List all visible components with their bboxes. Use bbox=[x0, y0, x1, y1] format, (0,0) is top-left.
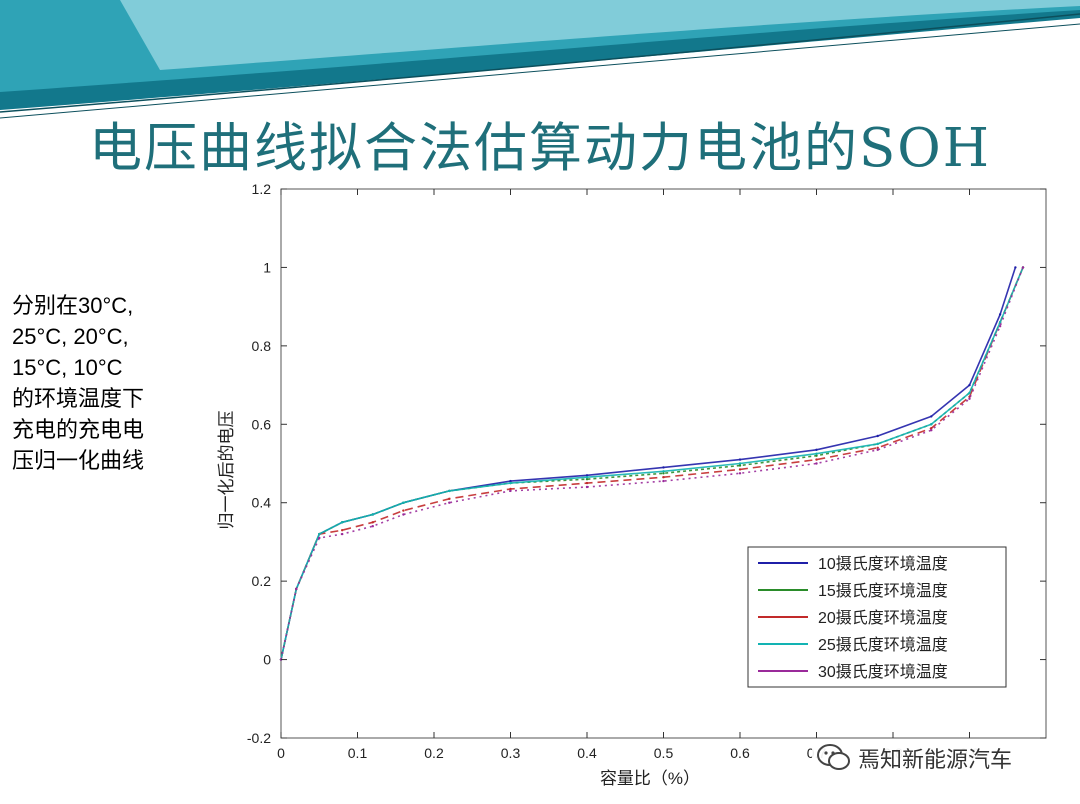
x-tick-label: 0.2 bbox=[424, 745, 444, 761]
banner-wave-light bbox=[120, 0, 1080, 70]
data-point bbox=[402, 501, 405, 504]
side-note-line: 充电的充电电 bbox=[12, 417, 145, 442]
data-point bbox=[448, 489, 451, 493]
data-point bbox=[876, 442, 879, 446]
data-point bbox=[662, 470, 665, 473]
data-point bbox=[815, 458, 818, 461]
data-point bbox=[509, 479, 512, 483]
data-point bbox=[585, 481, 589, 485]
data-point bbox=[585, 476, 589, 479]
data-point bbox=[930, 429, 933, 432]
data-point bbox=[968, 397, 971, 400]
data-point bbox=[318, 532, 321, 536]
data-point bbox=[662, 479, 665, 483]
data-point bbox=[371, 521, 374, 524]
data-point bbox=[509, 489, 512, 493]
data-point bbox=[662, 476, 665, 479]
x-tick-label: 0.5 bbox=[654, 745, 674, 761]
y-axis-label: 归一化后的电压 bbox=[217, 411, 236, 530]
data-point bbox=[968, 383, 971, 387]
data-point bbox=[815, 454, 818, 457]
data-point bbox=[585, 474, 589, 477]
legend: 10摄氏度环境温度 15摄氏度环境温度 20摄氏度环境温度 25摄氏度环境温度 30摄氏… bbox=[747, 546, 1007, 688]
side-note-line: 的环境温度下 bbox=[12, 386, 145, 411]
data-point bbox=[509, 487, 512, 491]
legend-label: 15摄氏度环境温度 bbox=[818, 581, 948, 600]
banner-line-1 bbox=[0, 13, 1080, 113]
data-point bbox=[585, 478, 589, 481]
watermark-text: 焉知新能源汽车 bbox=[858, 747, 1013, 772]
data-point bbox=[815, 462, 818, 465]
side-note-line: 分别在30°C, bbox=[12, 293, 134, 318]
slide-title: 电压曲线拟合法估算动力电池的SOH bbox=[89, 118, 991, 179]
data-point bbox=[930, 427, 933, 430]
x-axis-label: 容量比（%） bbox=[600, 769, 700, 788]
data-point bbox=[318, 536, 321, 540]
data-point bbox=[402, 509, 405, 512]
watermark: 焉知新能源汽车 bbox=[812, 740, 1017, 776]
data-point bbox=[1021, 266, 1025, 269]
data-point bbox=[738, 458, 742, 461]
header-banner bbox=[0, 0, 1080, 119]
legend-label: 10摄氏度环境温度 bbox=[818, 554, 948, 573]
data-point bbox=[738, 472, 742, 475]
series-curves bbox=[279, 266, 1025, 661]
side-note: 分别在30°C, 25°C, 20°C, 15°C, 10°C 的环境温度下 充… bbox=[12, 290, 197, 476]
wechat-icon bbox=[817, 744, 850, 770]
y-axis-ticks: -0.2 0 0.2 0.4 0.6 0.8 1 1.2 bbox=[247, 181, 1046, 746]
legend-label: 20摄氏度环境温度 bbox=[818, 608, 948, 627]
x-tick-label: 0.6 bbox=[730, 745, 750, 761]
data-point bbox=[998, 321, 1002, 324]
y-tick-label: 0.4 bbox=[252, 495, 272, 511]
data-point bbox=[738, 464, 742, 467]
data-point bbox=[998, 313, 1002, 316]
y-tick-label: -0.2 bbox=[247, 730, 271, 746]
side-note-line: 25°C, 20°C, bbox=[12, 324, 129, 349]
x-tick-label: 0.1 bbox=[348, 745, 368, 761]
data-point bbox=[815, 452, 818, 455]
data-point bbox=[295, 587, 298, 591]
data-point bbox=[341, 521, 344, 524]
side-note-line: 压归一化曲线 bbox=[12, 448, 145, 473]
data-point bbox=[448, 497, 451, 500]
data-point bbox=[930, 415, 933, 418]
x-tick-label: 0.4 bbox=[577, 745, 597, 761]
data-point bbox=[402, 513, 405, 516]
data-point bbox=[371, 525, 374, 528]
data-point bbox=[815, 448, 818, 451]
legend-label: 30摄氏度环境温度 bbox=[818, 662, 948, 681]
x-tick-label: 0 bbox=[277, 745, 285, 761]
data-point bbox=[341, 529, 344, 532]
data-point bbox=[509, 481, 512, 485]
data-point bbox=[1014, 266, 1017, 269]
legend-label: 25摄氏度环境温度 bbox=[818, 635, 948, 654]
data-point bbox=[876, 434, 879, 438]
data-point bbox=[341, 532, 344, 536]
data-point bbox=[930, 423, 933, 426]
data-point bbox=[968, 391, 971, 395]
y-tick-label: 0.6 bbox=[252, 416, 272, 432]
y-tick-label: 1 bbox=[263, 259, 271, 275]
x-tick-label: 0.3 bbox=[501, 745, 521, 761]
side-note-line: 15°C, 10°C bbox=[12, 355, 123, 380]
data-point bbox=[876, 448, 879, 451]
data-point bbox=[585, 485, 589, 489]
data-point bbox=[998, 325, 1002, 328]
y-tick-label: 0 bbox=[263, 652, 271, 668]
data-point bbox=[738, 462, 742, 465]
data-point bbox=[738, 468, 742, 471]
data-point bbox=[876, 446, 879, 449]
data-point bbox=[662, 466, 665, 469]
y-tick-label: 0.8 bbox=[252, 338, 272, 354]
data-point bbox=[371, 513, 374, 516]
data-point bbox=[448, 501, 451, 504]
data-point bbox=[662, 472, 665, 475]
y-tick-label: 1.2 bbox=[252, 181, 272, 197]
y-tick-label: 0.2 bbox=[252, 573, 272, 589]
